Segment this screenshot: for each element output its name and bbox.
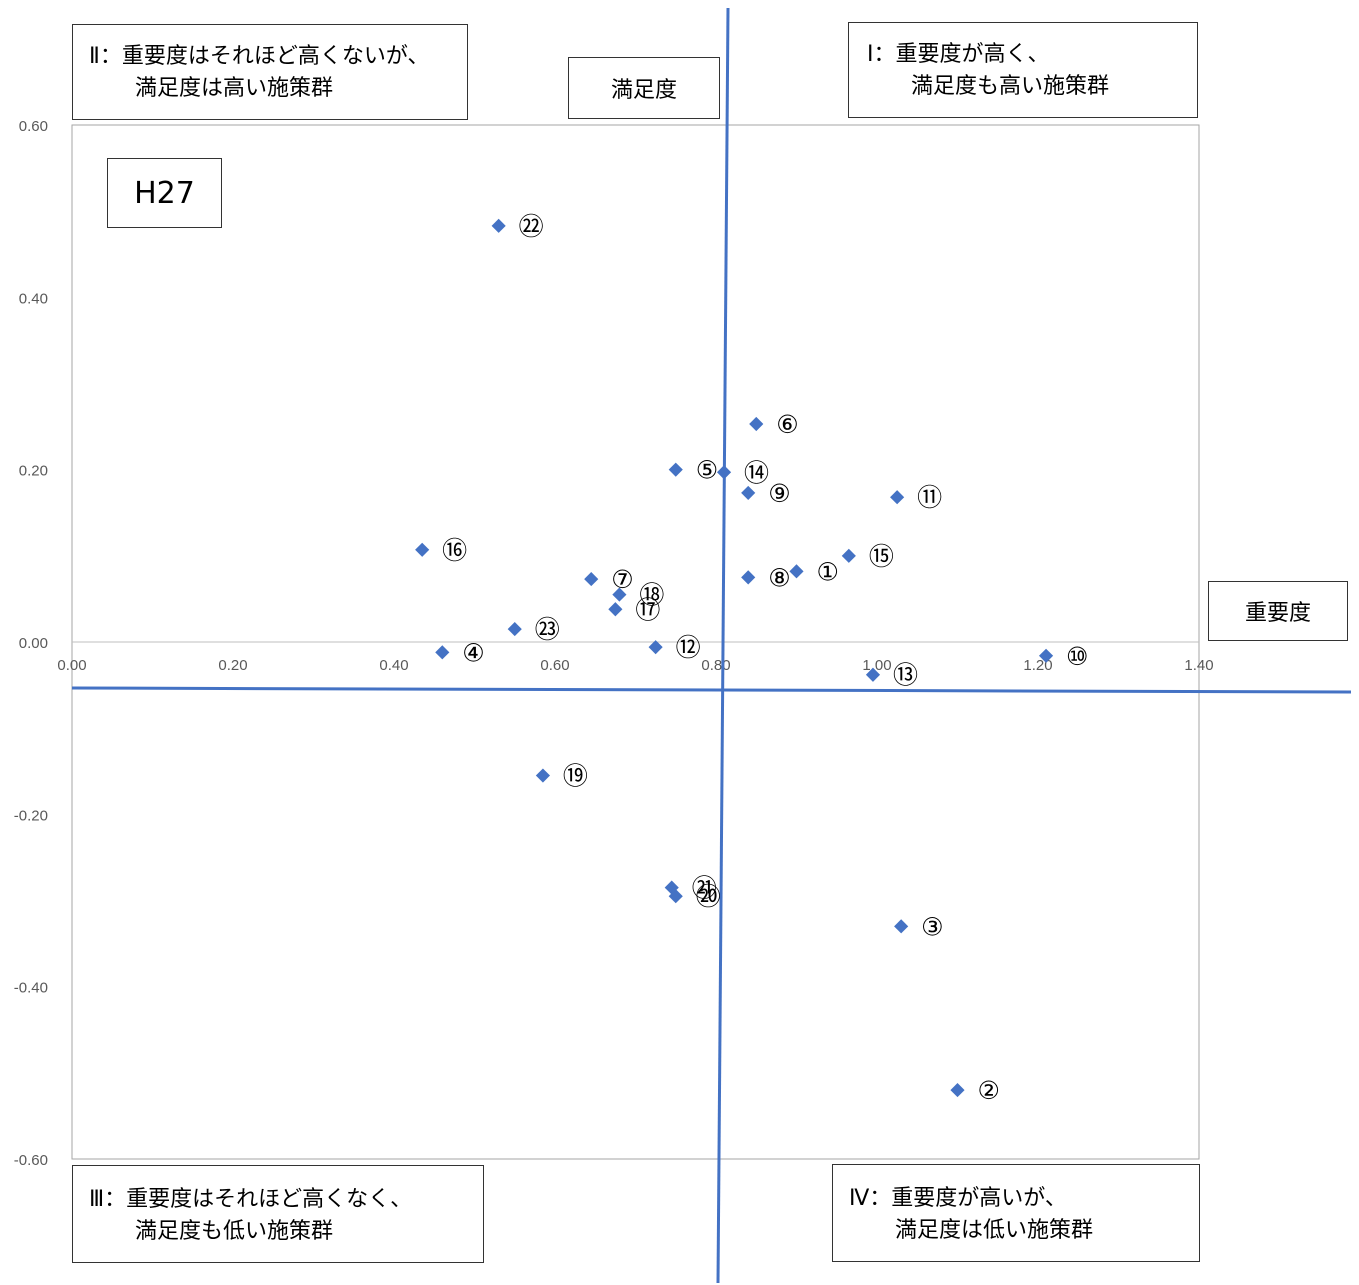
chart-title: H27 — [107, 158, 222, 228]
data-point — [648, 640, 663, 655]
data-point-label: ⑩ — [1066, 642, 1088, 671]
horizontal-quadrant-line — [71, 686, 1352, 694]
data-point — [668, 462, 683, 477]
quadrant-1-box: Ⅰ：重要度が高く、 満足度も高い施策群 — [848, 22, 1198, 118]
data-point-label: ⑥ — [776, 410, 798, 439]
quadrant-3-box: Ⅲ：重要度はそれほど高くなく、 満足度も低い施策群 — [72, 1165, 484, 1263]
x-tick-label: 0.40 — [379, 657, 408, 674]
data-point — [865, 667, 881, 682]
data-point — [612, 587, 627, 602]
y-tick-label: 0.40 — [19, 290, 48, 307]
data-point — [789, 564, 804, 579]
x-tick-label: 0.60 — [540, 657, 569, 674]
x-tick-label: 1.00 — [862, 657, 891, 674]
quadrant-4-line2: 満足度は低い施策群 — [895, 1218, 1094, 1243]
x-axis-label: 重要度 — [1208, 581, 1348, 641]
data-point — [507, 622, 522, 637]
vertical-quadrant-line — [716, 7, 730, 1284]
x-tick-label: 0.00 — [57, 657, 86, 674]
data-point — [894, 919, 909, 934]
y-tick-label: -0.20 — [14, 807, 48, 824]
data-point-label: ⑪ — [917, 483, 942, 512]
data-point — [950, 1082, 965, 1098]
data-point-label: ⑦ — [611, 565, 633, 594]
y-tick-label: 0.20 — [19, 463, 48, 480]
data-point — [841, 548, 856, 563]
y-axis-ticks: 0.60 0.40 0.20 0.00 -0.20 -0.40 -0.60 — [14, 118, 48, 1169]
quadrant-2-line2: 満足度は高い施策群 — [135, 76, 334, 101]
x-tick-label: 0.20 — [218, 657, 247, 674]
quadrant-3-line1: Ⅲ：重要度はそれほど高くなく、 — [89, 1187, 413, 1212]
data-point-label: ② — [978, 1076, 1000, 1105]
data-point — [890, 490, 905, 505]
data-point — [584, 572, 599, 587]
x-tick-label: 0.80 — [701, 657, 730, 674]
data-point-label: ⑭ — [744, 458, 769, 487]
data-point-label: ⑤ — [696, 456, 718, 485]
data-point-label: ③ — [921, 912, 943, 941]
data-point — [435, 645, 450, 660]
quadrant-4-line1: Ⅳ：重要度が高いが、 — [849, 1186, 1067, 1211]
x-tick-label: 1.40 — [1184, 657, 1213, 674]
data-point — [491, 218, 506, 233]
data-point — [1038, 648, 1054, 663]
data-point-label: ⑫ — [676, 633, 701, 662]
data-point — [741, 485, 756, 501]
quadrant-2-box: Ⅱ：重要度はそれほど高くないが、 満足度は高い施策群 — [72, 24, 468, 120]
y-axis-label: 満足度 — [568, 57, 720, 119]
quadrant-1-line2: 満足度も高い施策群 — [911, 74, 1110, 99]
data-point-label: ⑳ — [696, 882, 721, 911]
y-tick-label: 0.60 — [19, 118, 48, 135]
y-tick-label: -0.60 — [14, 1152, 48, 1169]
quadrant-2-line1: Ⅱ：重要度はそれほど高くないが、 — [89, 44, 430, 69]
data-point — [415, 542, 430, 557]
data-point-label: ⑰ — [635, 595, 660, 624]
data-point — [716, 465, 732, 480]
data-point-label: ⑮ — [869, 542, 894, 571]
data-point-label: ① — [817, 557, 839, 586]
data-point — [664, 880, 679, 895]
data-point-label: ⑱ — [639, 581, 664, 610]
quadrant-3-line2: 満足度も低い施策群 — [135, 1219, 334, 1244]
y-tick-label: -0.40 — [14, 980, 48, 997]
data-point-label: ⑲ — [563, 762, 588, 791]
data-point-label: ㉓ — [535, 615, 560, 644]
quadrant-1-line1: Ⅰ：重要度が高く、 — [867, 42, 1050, 67]
data-point-label: ⑬ — [893, 661, 918, 690]
data-point — [608, 602, 623, 617]
data-point-label: ㉒ — [519, 212, 544, 241]
data-point-label: ㉑ — [692, 874, 717, 903]
data-point — [741, 570, 756, 585]
data-point-label: ⑨ — [768, 479, 790, 508]
data-point — [749, 416, 764, 432]
y-tick-label: 0.00 — [19, 635, 48, 652]
data-point-label: ④ — [462, 638, 484, 667]
x-axis-ticks: 0.00 0.20 0.40 0.60 0.80 1.00 1.20 1.40 — [57, 657, 1213, 674]
data-point-label: ⑯ — [442, 536, 467, 565]
data-point-label: ⑧ — [768, 563, 790, 592]
data-point — [535, 768, 550, 783]
quadrant-4-box: Ⅳ：重要度が高いが、 満足度は低い施策群 — [832, 1164, 1200, 1262]
